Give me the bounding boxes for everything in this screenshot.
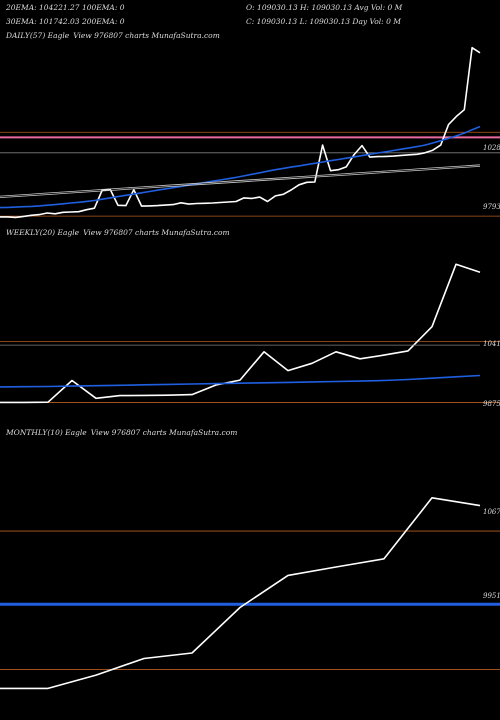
monthly-price-line [0,496,481,690]
header-ema-30-200: 30EMA: 101742.03 200EMA: 0 [6,17,125,26]
header-close-low-day-vol: C: 109030.13 L: 109030.13 Day Vol: 0 M [246,17,401,26]
daily-y-tick-label: 1028 [483,144,500,152]
daily-ema-white-1-line [0,164,481,197]
monthly-panel-source: View 976807 charts MunafaSutra.com [90,428,238,437]
daily-y-tick-label: 9793 [483,203,500,211]
weekly-y-tick-label: 1041 [483,340,500,348]
daily-panel-source: View 976807 charts MunafaSutra.com [73,31,220,40]
monthly-y-tick-label: 1067 [483,508,500,516]
weekly-y-tick-label: 9875 [483,400,500,408]
weekly-panel-label: WEEKLY(20) Eagle View 976807 charts Munaf… [6,228,230,237]
daily-ema-blue-line [0,125,481,209]
header-ema-20-100: 20EMA: 104221.27 100EMA: 0 [6,3,125,12]
header-ohlc-avg-vol: O: 109030.13 H: 109030.13 Avg Vol: 0 M [246,3,403,12]
daily-panel: 1028 9793 [0,46,500,219]
daily-ema-white-2-line [0,166,481,198]
daily-price-line [0,46,481,219]
monthly-y-tick-label: 9951 [483,592,500,600]
weekly-panel-title: WEEKLY(20) Eagle [6,228,80,237]
monthly-panel: 1067 9951 [0,496,500,690]
monthly-panel-title: MONTHLY(10) Eagle [6,428,87,437]
daily-panel-title: DAILY(57) Eagle [6,31,70,40]
daily-panel-label: DAILY(57) Eagle View 976807 charts Munafa… [6,31,220,40]
weekly-ema-blue-line [0,374,481,388]
weekly-panel-source: View 976807 charts MunafaSutra.com [83,228,230,237]
weekly-price-line [0,263,481,404]
monthly-panel-label: MONTHLY(10) Eagle View 976807 charts Muna… [6,428,237,437]
weekly-panel: 1041 9875 [0,263,500,408]
